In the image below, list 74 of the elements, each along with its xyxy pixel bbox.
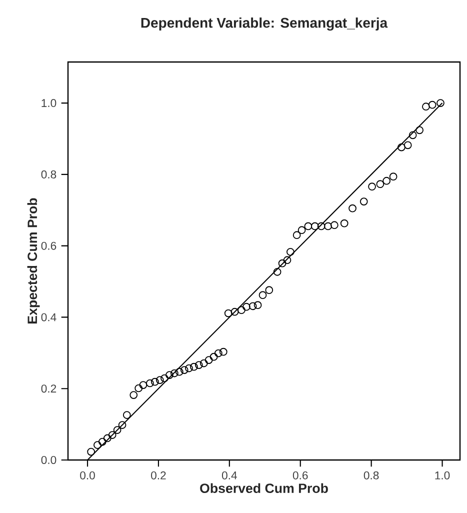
point [200,359,208,368]
point [180,366,188,374]
point [219,348,228,356]
point [330,221,338,230]
point [113,426,122,434]
point [422,102,430,111]
y-tick-label: 1.0 [42,99,56,108]
point [304,222,312,230]
point [416,126,424,134]
point [190,362,198,371]
x-tick-label: 0.0 [80,471,95,480]
point [134,384,143,392]
point [348,204,356,212]
point [389,172,398,181]
point [194,361,203,369]
point [340,219,348,228]
point [146,379,154,388]
point [242,302,250,311]
point [230,308,239,316]
point [368,182,376,191]
point [210,352,218,361]
chart-title: Dependent Variable: Semangat_kerja [141,18,388,31]
point [286,248,294,256]
y-tick-label: 0.0 [41,456,56,464]
point [170,369,178,378]
point [122,411,131,419]
x-tick-label: 1.0 [435,471,450,480]
x-axis-title: Observed Cum Prob [200,483,328,494]
point [278,259,286,268]
point [317,222,326,230]
point [98,438,106,446]
point [265,286,274,294]
point [94,441,102,449]
point [324,222,332,230]
point [160,374,168,382]
point [238,306,246,314]
point [273,268,282,276]
point [224,309,232,318]
point [108,431,116,439]
point [310,222,319,230]
point [298,226,306,234]
point [118,421,126,429]
x-tick-label: 0.2 [151,471,166,480]
point [283,256,292,264]
y-axis-title: Expected Cum Prob [27,198,40,324]
point [156,376,164,384]
point [130,391,138,399]
point [214,349,222,358]
y-tick-label: 0.2 [41,384,56,393]
point [204,356,213,364]
point [408,131,417,140]
point [404,141,412,150]
point [139,381,148,389]
x-tick-label: 0.8 [364,471,379,480]
y-tick-label: 0.6 [41,242,56,250]
point [376,180,384,188]
point [254,301,262,310]
x-tick-label: 0.6 [292,471,308,480]
point [166,371,174,379]
point [292,231,301,240]
point [150,378,159,386]
point [103,434,112,442]
point [428,100,436,109]
x-tick-label: 0.4 [222,471,237,480]
y-tick-label: 0.4 [41,313,56,322]
point [248,302,257,310]
y-tick-label: 0.8 [41,170,56,178]
point [258,291,267,300]
point [360,198,368,206]
point [382,176,391,185]
point [398,143,406,152]
point [185,364,193,372]
point [175,368,184,376]
point [87,448,95,456]
